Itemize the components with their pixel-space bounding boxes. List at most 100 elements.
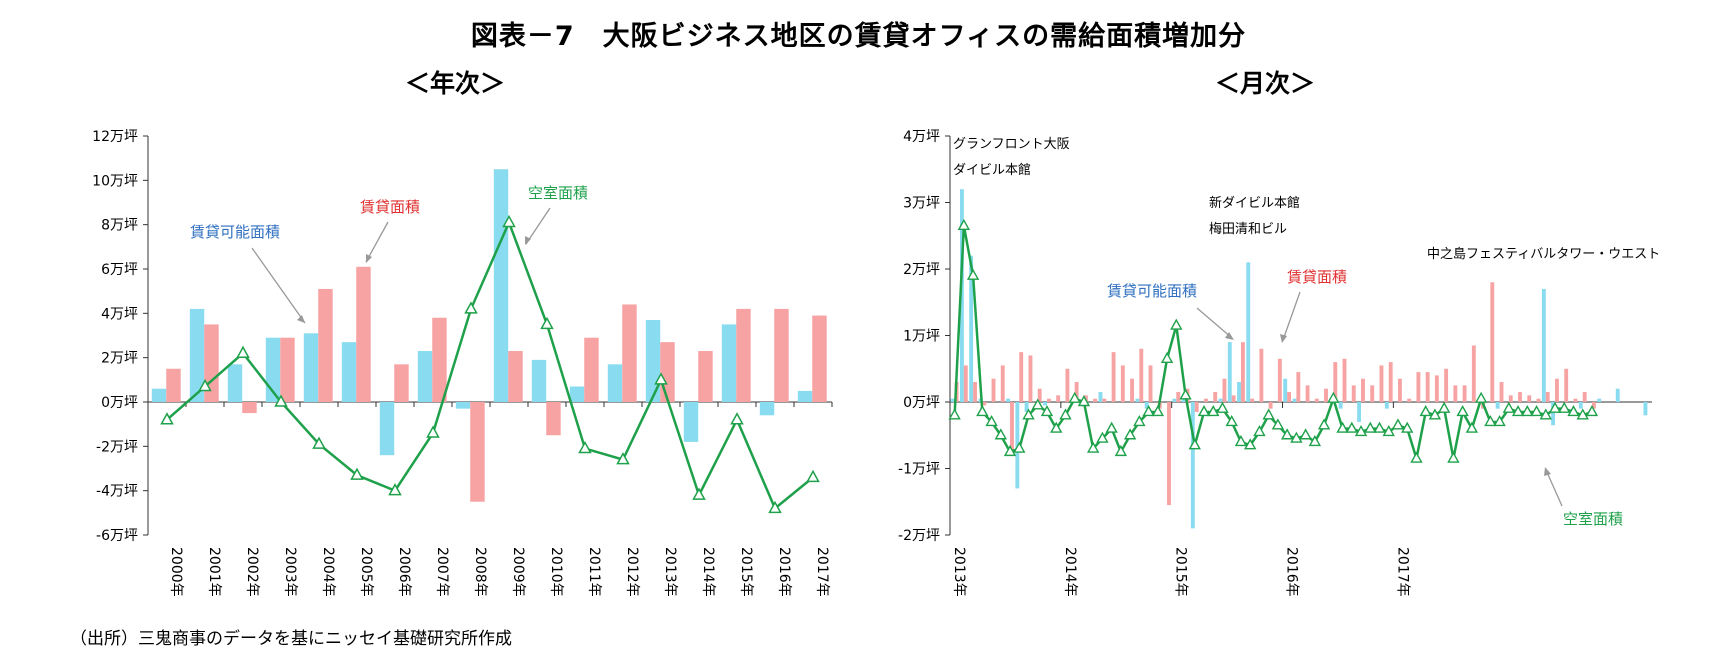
monthly-bar-leased: [1490, 282, 1495, 402]
annual-bar-supply: [151, 388, 167, 402]
monthly-bar-leased: [1065, 368, 1070, 402]
monthly-bar-leased: [1462, 385, 1467, 402]
monthly-vacancy-marker: [1123, 428, 1137, 440]
monthly-bar-leased: [1453, 385, 1458, 402]
annual-bar-leased: [812, 315, 827, 402]
monthly-bar-leased: [1499, 382, 1504, 402]
monthly-vacancy-marker: [1003, 444, 1017, 457]
monthly-vacancy-marker: [1327, 391, 1340, 403]
annual-y-tick-label: 2万坪: [101, 351, 138, 367]
monthly-bar-supply: [1292, 398, 1297, 402]
monthly-vacancy-marker: [1151, 405, 1165, 417]
monthly-bar-leased: [1046, 398, 1051, 402]
monthly-vacancy-marker: [966, 268, 980, 280]
annual-x-tick-label: 2001年: [206, 547, 222, 597]
monthly-vacancy-marker: [1437, 401, 1451, 413]
monthly-bar-supply: [1615, 388, 1620, 402]
monthly-bar-leased: [1536, 398, 1541, 402]
annual-vacancy-marker: [236, 345, 250, 358]
monthly-x-tick-label: 2017年: [1394, 547, 1410, 597]
monthly-vacancy-marker: [1059, 408, 1072, 420]
monthly-bar-leased: [1222, 378, 1227, 402]
annual-x-tick-label: 2016年: [776, 547, 792, 597]
annual-vacancy-marker: [654, 372, 668, 385]
monthly-vacancy-marker: [1548, 401, 1562, 413]
monthly-bar-leased: [1434, 375, 1439, 402]
monthly-bar-supply: [1643, 402, 1648, 416]
monthly-bar-leased: [1268, 402, 1273, 409]
annual-x-tick-label: 2013年: [662, 547, 678, 597]
annual-label-leased: 賃貸面積: [360, 198, 420, 216]
annual-bar-leased: [394, 364, 409, 402]
annual-bar-leased: [546, 402, 561, 436]
annotation-daibiru-honkan: ダイビル本館: [953, 163, 1031, 178]
annual-bar-leased: [166, 368, 181, 402]
monthly-vacancy-marker: [1539, 408, 1552, 420]
annual-bar-supply: [797, 390, 813, 402]
annual-x-tick-label: 2003年: [282, 547, 298, 597]
annual-arrow-supply: [251, 247, 306, 324]
annual-x-tick-label: 2007年: [434, 547, 450, 597]
monthly-bar-leased: [1471, 345, 1476, 402]
annual-x-tick-label: 2004年: [320, 547, 336, 597]
monthly-vacancy-marker: [1253, 424, 1266, 437]
monthly-x-tick-label: 2016年: [1284, 547, 1300, 597]
monthly-bars: [950, 189, 1648, 529]
monthly-bar-supply: [1357, 402, 1362, 422]
monthly-bar-leased: [1010, 402, 1014, 456]
monthly-vacancy-marker: [1567, 405, 1580, 417]
annual-y-tick-label: 12万坪: [92, 129, 138, 145]
annual-bar-supply: [417, 351, 433, 402]
annual-x-tick-label: 2015年: [738, 547, 754, 597]
monthly-bar-leased: [1277, 358, 1282, 402]
monthly-vacancy-marker: [1336, 421, 1349, 433]
annual-vacancy-marker: [578, 440, 592, 454]
monthly-vacancy-marker: [1077, 395, 1091, 407]
monthly-vacancy-marker: [1170, 318, 1183, 330]
monthly-bar-supply: [1597, 398, 1602, 402]
source-note: （出所）三鬼商事のデータを基にニッセイ基礎研究所作成: [70, 629, 512, 649]
annual-bar-leased: [280, 337, 295, 402]
annual-chart-subtitle: ＜年次＞: [405, 69, 506, 98]
monthly-bar-leased: [1296, 372, 1301, 402]
monthly-vacancy-marker: [1207, 405, 1220, 417]
monthly-bar-leased: [1582, 392, 1587, 402]
monthly-bar-leased: [1388, 362, 1393, 402]
monthly-bar-leased: [1287, 392, 1292, 402]
monthly-vacancy-marker: [1576, 408, 1589, 420]
monthly-bar-leased: [1130, 378, 1134, 402]
annual-x-tick-label: 2011年: [586, 547, 602, 597]
monthly-vacancy-marker: [1428, 408, 1442, 420]
monthly-vacancy-marker: [1317, 418, 1331, 430]
annual-vacancy-marker: [160, 412, 174, 425]
monthly-vacancy-marker: [1262, 408, 1275, 420]
annual-bar-supply: [493, 169, 509, 402]
annual-bar-supply: [569, 386, 585, 402]
monthly-bar-supply: [1227, 342, 1232, 402]
monthly-bar-leased: [1213, 392, 1218, 402]
monthly-vacancy-marker: [1188, 438, 1201, 450]
annual-label-supply: 賃貸可能面積: [190, 223, 280, 241]
annual-x-tick-label: 2006年: [396, 547, 412, 597]
monthly-vacancy-marker: [1197, 405, 1211, 417]
monthly-bar-leased: [991, 378, 996, 402]
annual-vacancy-marker: [312, 436, 326, 449]
annual-arrowhead-vacancy: [525, 236, 531, 245]
annual-bar-supply: [683, 402, 699, 442]
monthly-vacancy-marker: [1031, 398, 1044, 410]
monthly-vacancy-marker: [1160, 351, 1174, 363]
monthly-y-tick-label: -1万坪: [898, 462, 940, 478]
monthly-vacancy-marker: [1373, 421, 1386, 433]
monthly-bar-leased: [1397, 378, 1402, 402]
monthly-bar-leased: [1518, 392, 1522, 402]
monthly-bar-leased: [1351, 385, 1356, 402]
annual-y-tick-label: 10万坪: [92, 173, 138, 189]
annual-y-tick-label: -2万坪: [96, 439, 138, 455]
annual-vacancy-line: [160, 214, 820, 514]
annual-y-tick-label: -4万坪: [96, 484, 138, 500]
annual-x-tick-label: 2012年: [624, 547, 640, 597]
monthly-x-tick-label: 2013年: [951, 547, 967, 597]
monthly-bar-leased: [1564, 368, 1569, 402]
annual-bar-supply: [607, 364, 623, 402]
